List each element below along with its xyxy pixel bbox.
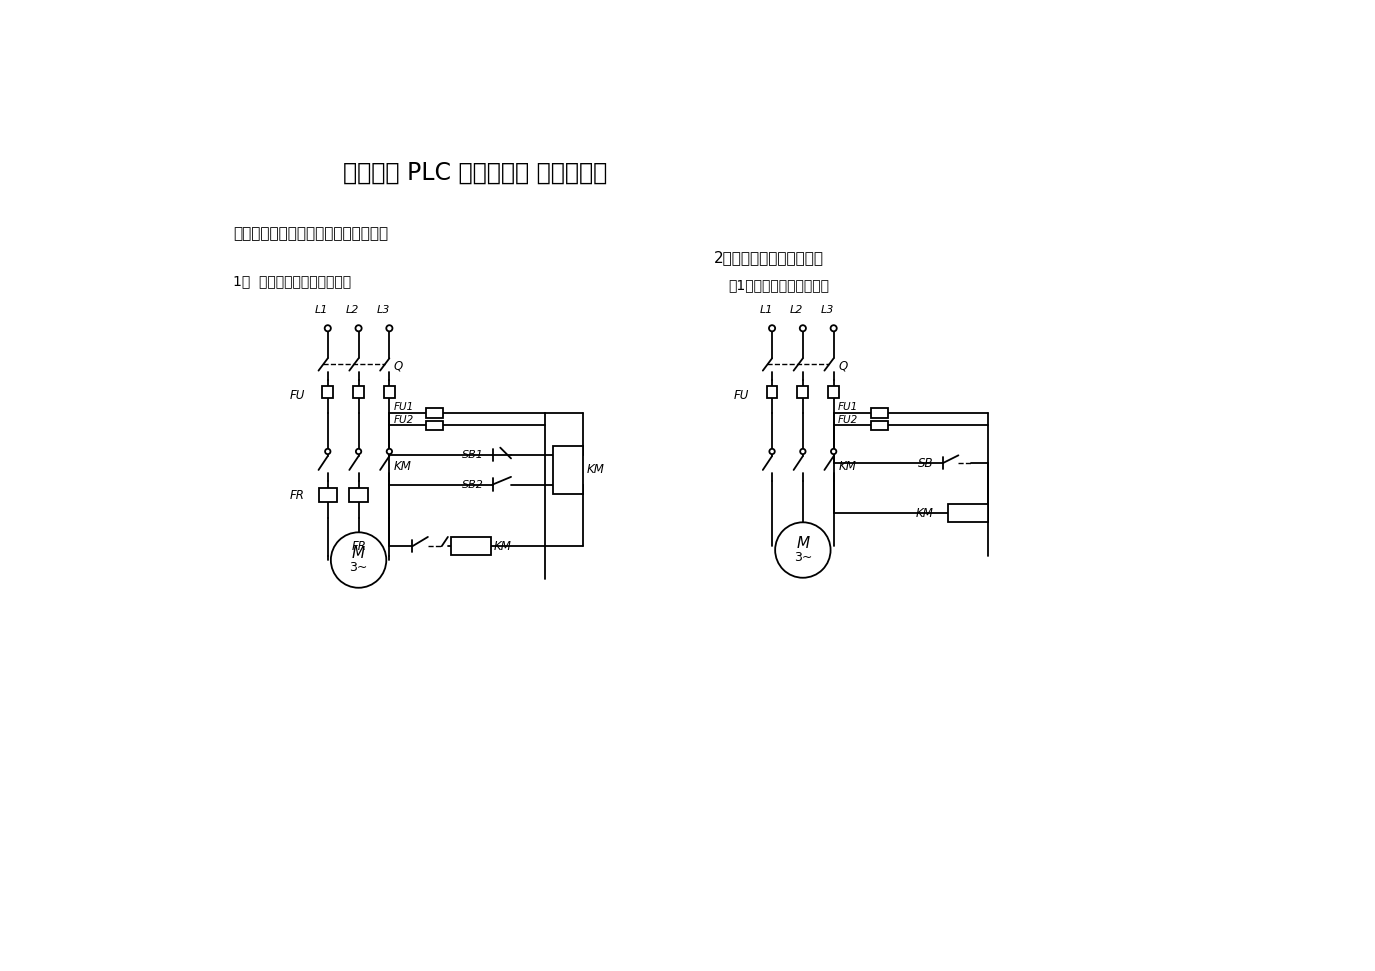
- Circle shape: [770, 449, 774, 454]
- Bar: [353, 386, 364, 398]
- Text: 《电器及 PLC 控制技术》 电气原理图: 《电器及 PLC 控制技术》 电气原理图: [344, 161, 608, 185]
- Text: FU2: FU2: [393, 415, 414, 424]
- Text: FU: FU: [734, 388, 749, 402]
- Text: FU: FU: [289, 388, 305, 402]
- Text: L1: L1: [759, 305, 773, 316]
- Circle shape: [386, 325, 392, 331]
- Text: KM: KM: [494, 540, 512, 552]
- Bar: [322, 386, 333, 398]
- Bar: [426, 420, 443, 430]
- Circle shape: [324, 449, 330, 454]
- Bar: [798, 386, 808, 398]
- Text: L3: L3: [821, 305, 835, 316]
- Text: Q: Q: [839, 359, 847, 373]
- Text: L2: L2: [345, 305, 359, 316]
- Circle shape: [830, 325, 837, 331]
- Text: L2: L2: [791, 305, 803, 316]
- Text: L1: L1: [315, 305, 329, 316]
- Circle shape: [386, 449, 392, 454]
- Text: SB1: SB1: [462, 451, 484, 460]
- Text: KM: KM: [587, 463, 605, 477]
- Text: KM: KM: [839, 460, 857, 474]
- Text: SB2: SB2: [462, 480, 484, 489]
- Bar: [319, 488, 337, 502]
- Circle shape: [830, 449, 836, 454]
- Text: KM: KM: [395, 460, 412, 474]
- Circle shape: [356, 325, 362, 331]
- Text: M: M: [796, 536, 810, 552]
- Bar: [870, 409, 887, 418]
- Text: 3~: 3~: [349, 561, 367, 574]
- Circle shape: [769, 325, 776, 331]
- Circle shape: [800, 325, 806, 331]
- Text: 1、  电动机连续运转控制电路: 1、 电动机连续运转控制电路: [232, 275, 351, 288]
- Bar: [947, 504, 987, 522]
- Text: M: M: [352, 547, 366, 561]
- Text: 一、三相异步电机的全压起动控制电路: 一、三相异步电机的全压起动控制电路: [232, 226, 388, 241]
- Circle shape: [331, 532, 386, 587]
- Text: FU1: FU1: [393, 402, 414, 413]
- Text: （1）仅能点动控制的电路: （1）仅能点动控制的电路: [729, 279, 829, 292]
- Bar: [870, 420, 887, 430]
- Text: FR: FR: [352, 540, 366, 552]
- Bar: [553, 446, 583, 494]
- Text: FU1: FU1: [837, 402, 858, 413]
- Circle shape: [775, 522, 830, 578]
- Circle shape: [800, 449, 806, 454]
- Bar: [828, 386, 839, 398]
- Circle shape: [356, 449, 362, 454]
- Text: Q: Q: [395, 359, 403, 373]
- Bar: [384, 386, 395, 398]
- Text: SB: SB: [918, 456, 934, 470]
- Text: 2、电动机的点动控制电路: 2、电动机的点动控制电路: [714, 250, 824, 265]
- Bar: [426, 409, 443, 418]
- Text: 3~: 3~: [793, 552, 813, 564]
- Text: FU2: FU2: [837, 415, 858, 424]
- Text: L3: L3: [377, 305, 390, 316]
- Circle shape: [324, 325, 331, 331]
- Bar: [451, 537, 491, 555]
- Bar: [767, 386, 777, 398]
- Text: KM: KM: [916, 507, 934, 519]
- Bar: [349, 488, 367, 502]
- Text: FR: FR: [290, 488, 305, 502]
